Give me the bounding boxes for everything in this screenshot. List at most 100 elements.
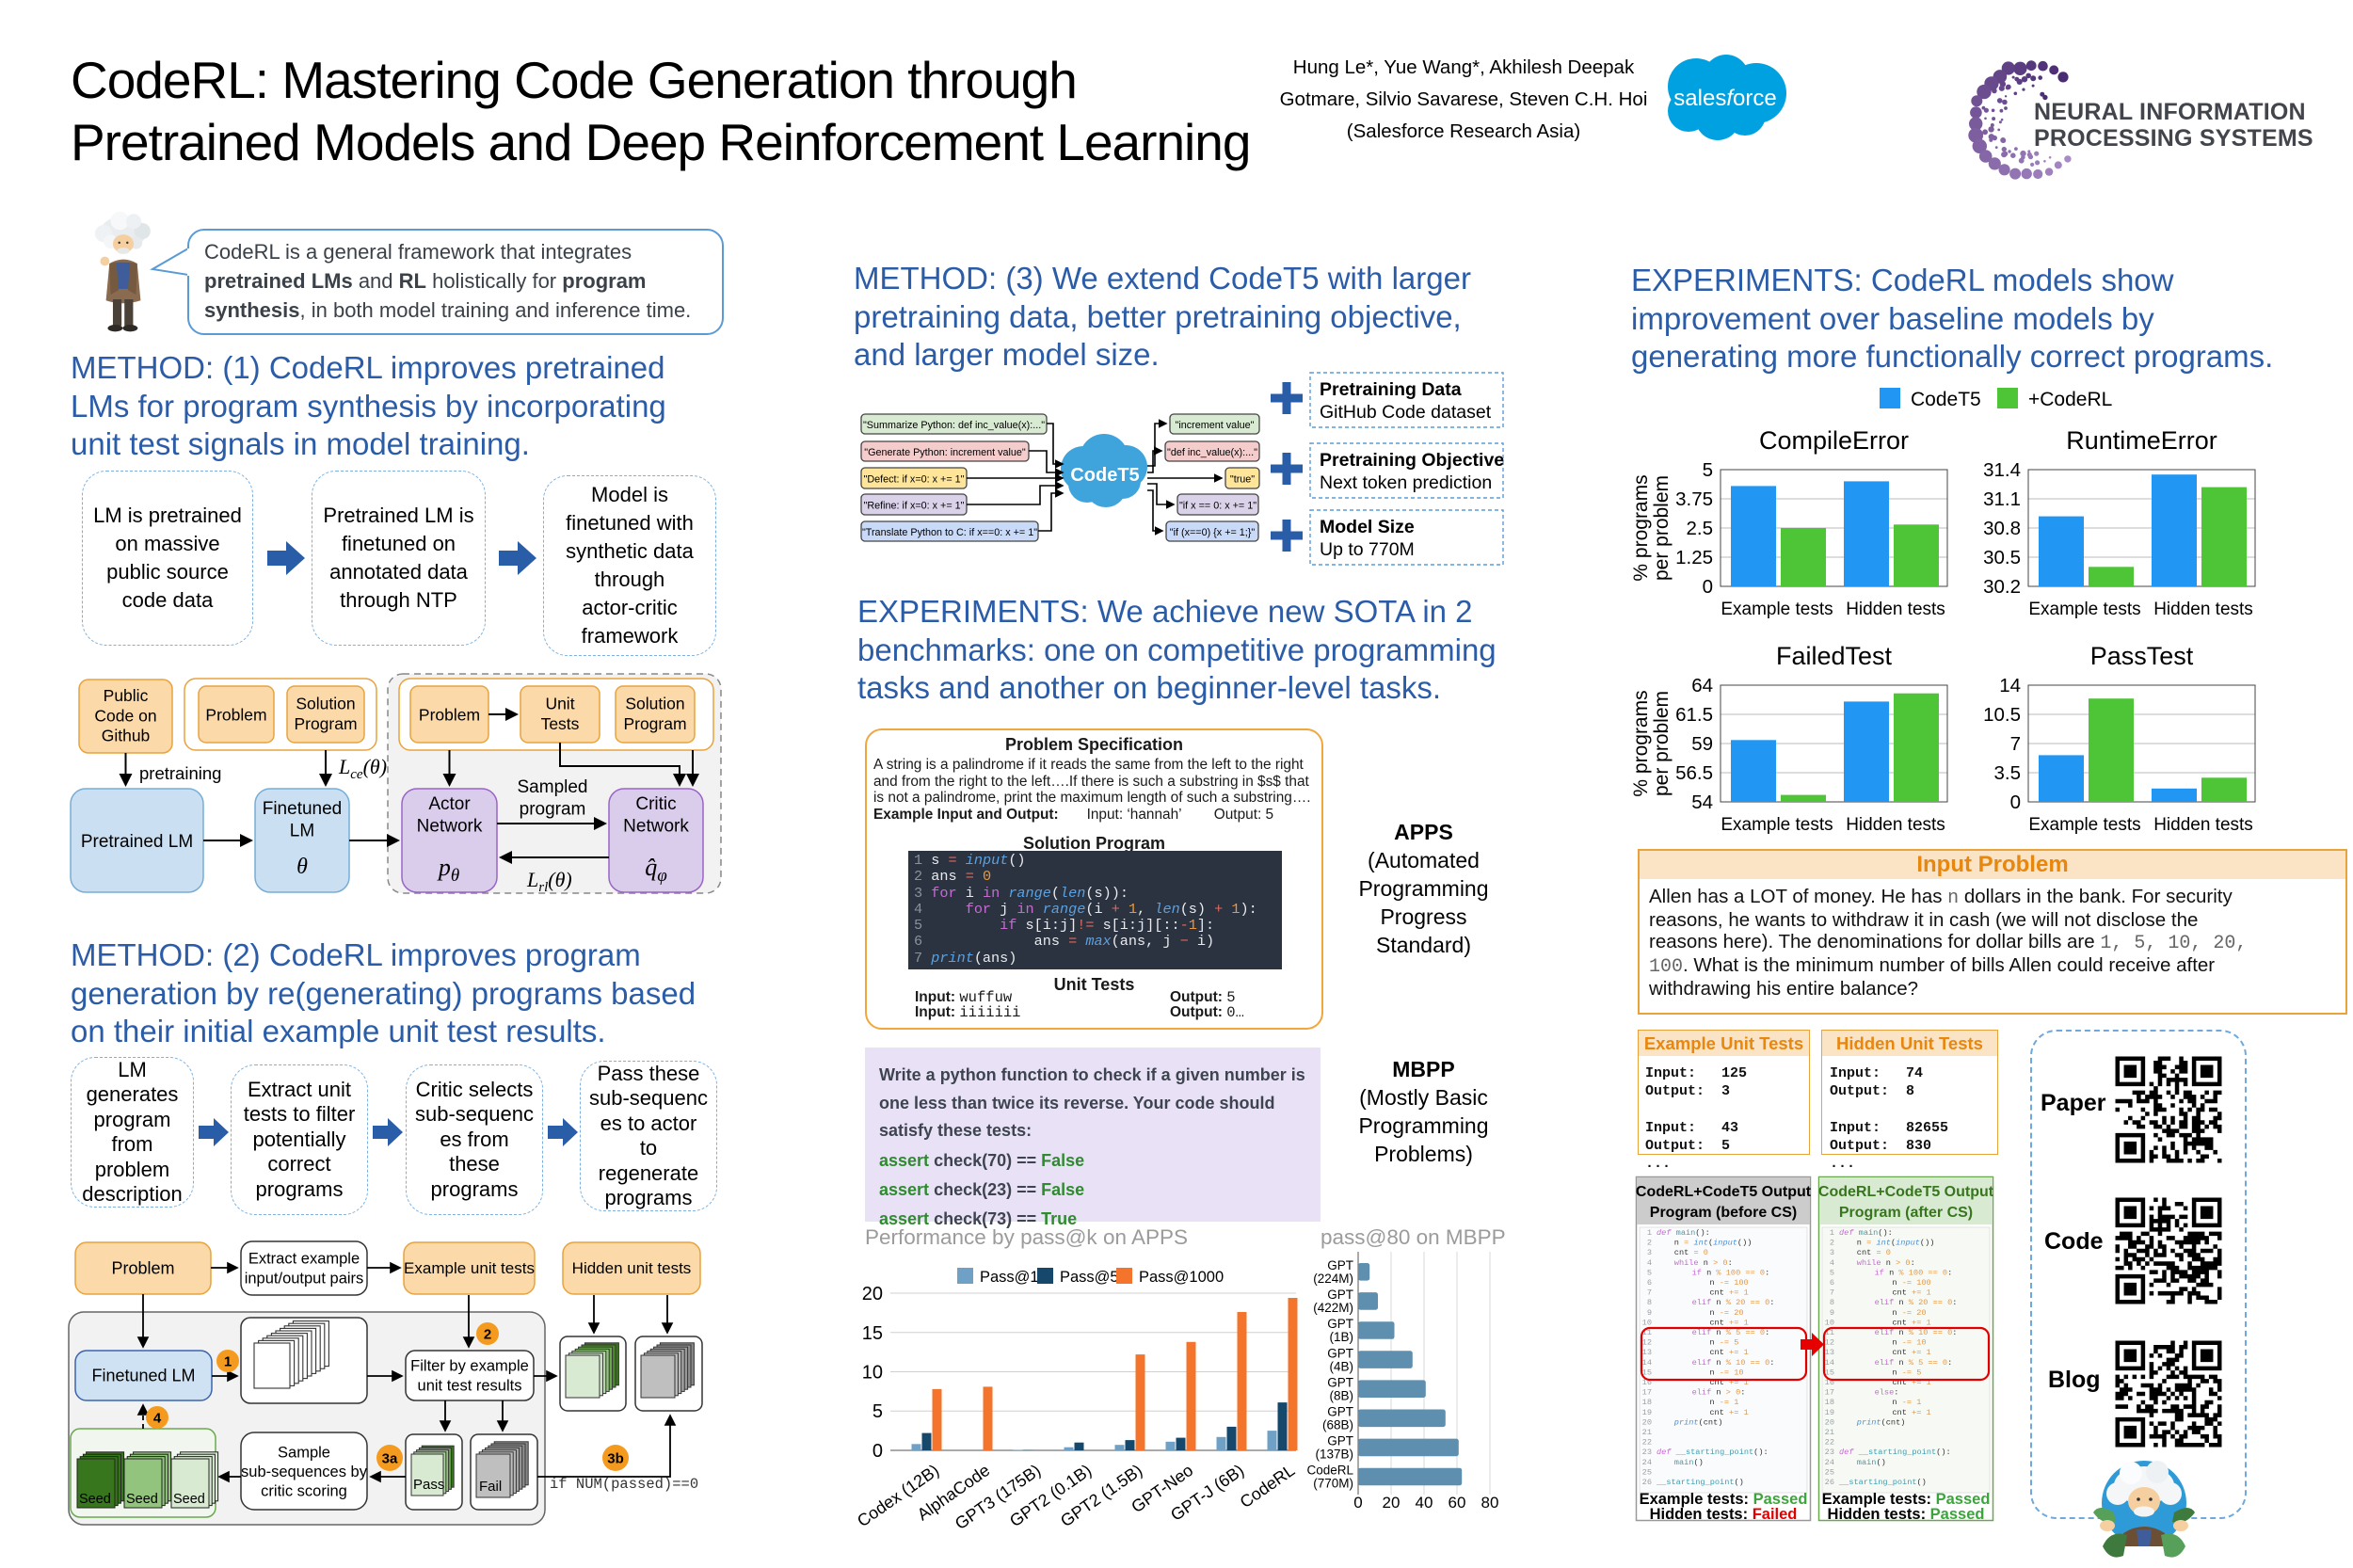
svg-text:GPT: GPT: [1327, 1375, 1353, 1389]
svg-text:1.25: 1.25: [1675, 547, 1713, 568]
svg-text:"if x == 0: x += 1": "if x == 0: x += 1": [1179, 501, 1257, 512]
svg-text:def main():: def main():: [1657, 1228, 1710, 1238]
svg-text:31.4: 31.4: [1983, 459, 2021, 481]
svg-text:n = int(input()): n = int(input()): [1674, 1239, 1753, 1248]
svg-text:GitHub Code dataset: GitHub Code dataset: [1320, 402, 1492, 423]
svg-text:Hidden tests: Hidden tests: [1846, 815, 1945, 835]
svg-text:0: 0: [1703, 576, 1713, 598]
svg-text:GPT: GPT: [1327, 1258, 1353, 1272]
svg-text:cnt += 1: cnt += 1: [1892, 1288, 1930, 1298]
svg-text:15: 15: [862, 1323, 883, 1344]
svg-text:20: 20: [862, 1284, 883, 1304]
svg-text:17: 17: [1825, 1388, 1834, 1398]
svg-text:Problem: Problem: [111, 1259, 174, 1278]
svg-text:3b: 3b: [607, 1451, 624, 1467]
svg-text:CodeRL+CodeT5 Output: CodeRL+CodeT5 Output: [1636, 1184, 1812, 1200]
svg-text:25: 25: [1825, 1467, 1834, 1477]
svg-text:cnt = 0: cnt = 0: [1857, 1248, 1891, 1257]
svg-text:Model Size: Model Size: [1320, 517, 1415, 537]
svg-text:__starting_point(): __starting_point(): [1838, 1478, 1927, 1487]
svg-text:print(cnt): print(cnt): [1673, 1417, 1723, 1427]
svg-text:Lce(θ): Lce(θ): [338, 755, 387, 782]
svg-text:Tests: Tests: [541, 714, 580, 733]
svg-text:Hidden tests: Hidden tests: [2153, 815, 2253, 835]
svg-text:64: 64: [1691, 675, 1713, 696]
svg-text:Actor: Actor: [428, 794, 471, 814]
svg-text:cnt += 1: cnt += 1: [1892, 1408, 1930, 1417]
svg-text:elif n % 5 == 0:: elif n % 5 == 0:: [1875, 1358, 1953, 1368]
svg-text:18: 18: [1642, 1398, 1652, 1407]
svg-text:Seed: Seed: [173, 1492, 205, 1507]
svg-text:n -= 5: n -= 5: [1709, 1338, 1738, 1348]
svg-text:(1B): (1B): [1329, 1330, 1353, 1344]
svg-text:CodeRL+CodeT5 Output: CodeRL+CodeT5 Output: [1818, 1184, 1994, 1200]
svg-text:def __starting_point():: def __starting_point():: [1657, 1448, 1769, 1457]
svg-text:0: 0: [2010, 792, 2021, 813]
svg-text:else:: else:: [1875, 1388, 1899, 1398]
svg-text:8: 8: [1647, 1298, 1652, 1307]
svg-text:19: 19: [1825, 1408, 1834, 1417]
svg-text:n -= 20: n -= 20: [1892, 1308, 1926, 1318]
svg-text:30.8: 30.8: [1983, 518, 2021, 539]
svg-text:26: 26: [1825, 1478, 1834, 1487]
svg-text:Finetuned: Finetuned: [263, 799, 343, 819]
svg-text:Pass: Pass: [413, 1477, 444, 1493]
svg-text:n -= 10: n -= 10: [1892, 1338, 1926, 1348]
svg-text:GPT: GPT: [1327, 1288, 1353, 1302]
svg-text:% programs: % programs: [1630, 474, 1652, 581]
svg-text:n -= 10: n -= 10: [1709, 1368, 1743, 1377]
svg-text:program: program: [520, 799, 586, 819]
svg-text:9: 9: [1830, 1308, 1834, 1318]
svg-text:2: 2: [1830, 1239, 1834, 1248]
svg-text:(422M): (422M): [1313, 1301, 1353, 1315]
svg-text:main(): main(): [1674, 1458, 1704, 1467]
svg-text:GPT: GPT: [1327, 1405, 1353, 1419]
svg-text:CompileError: CompileError: [1759, 426, 1909, 455]
svg-text:Hidden unit tests: Hidden unit tests: [572, 1259, 692, 1277]
svg-text:Solution: Solution: [625, 695, 684, 713]
svg-text:Hidden tests: Hidden tests: [2153, 600, 2253, 619]
svg-text:elif n % 5 == 0:: elif n % 5 == 0:: [1692, 1328, 1770, 1337]
svg-text:Pretraining Data: Pretraining Data: [1320, 379, 1462, 400]
svg-text:3: 3: [1647, 1248, 1652, 1257]
svg-text:while n > 0:: while n > 0:: [1857, 1258, 1915, 1268]
svg-text:0: 0: [872, 1441, 883, 1462]
svg-text:"Summarize Python: def inc_val: "Summarize Python: def inc_value(x):...": [863, 420, 1045, 431]
svg-text:16: 16: [1825, 1378, 1834, 1387]
svg-text:Finetuned LM: Finetuned LM: [91, 1367, 195, 1385]
svg-text:Program (before CS): Program (before CS): [1650, 1205, 1797, 1221]
svg-text:11: 11: [1825, 1328, 1834, 1337]
svg-text:n -= 20: n -= 20: [1709, 1308, 1743, 1318]
svg-text:critic scoring: critic scoring: [261, 1483, 347, 1500]
svg-text:Filter by example: Filter by example: [410, 1358, 529, 1375]
svg-text:Example tests: Example tests: [2028, 815, 2140, 835]
svg-text:1: 1: [224, 1354, 232, 1370]
svg-text:13: 13: [1825, 1348, 1834, 1357]
svg-text:GPT: GPT: [1327, 1346, 1353, 1360]
svg-text:Example tests: Example tests: [1721, 600, 1833, 619]
svg-text:23: 23: [1825, 1448, 1834, 1457]
svg-text:GPT: GPT: [1327, 1317, 1353, 1331]
svg-text:15: 15: [1642, 1368, 1652, 1377]
svg-text:25: 25: [1642, 1467, 1652, 1477]
svg-text:80: 80: [1481, 1494, 1499, 1512]
svg-text:7: 7: [1647, 1288, 1652, 1298]
svg-text:Pretrained LM: Pretrained LM: [81, 832, 193, 852]
svg-text:10: 10: [862, 1363, 883, 1384]
svg-text:cnt += 1: cnt += 1: [1709, 1288, 1748, 1298]
svg-text:Unit: Unit: [545, 695, 574, 713]
svg-text:Pretraining Objective: Pretraining Objective: [1320, 450, 1504, 471]
svg-text:"Translate Python to C: if x==: "Translate Python to C: if x==0: x += 1": [862, 527, 1037, 538]
svg-text:56.5: 56.5: [1675, 762, 1713, 784]
svg-text:PassTest: PassTest: [2090, 642, 2194, 670]
svg-text:"if (x==0) {x += 1;}": "if (x==0) {x += 1;}": [1170, 527, 1256, 538]
svg-text:CodeT5: CodeT5: [1070, 465, 1139, 486]
svg-text:elif n % 10 == 0:: elif n % 10 == 0:: [1692, 1358, 1775, 1368]
svg-text:cnt += 1: cnt += 1: [1892, 1318, 1930, 1327]
svg-text:11: 11: [1642, 1328, 1652, 1337]
svg-text:elif n > 0:: elif n > 0:: [1692, 1388, 1746, 1398]
svg-text:FailedTest: FailedTest: [1776, 642, 1893, 670]
svg-text:n -= 1: n -= 1: [1892, 1398, 1921, 1407]
svg-text:12: 12: [1825, 1338, 1834, 1348]
svg-text:Problem: Problem: [205, 705, 266, 724]
